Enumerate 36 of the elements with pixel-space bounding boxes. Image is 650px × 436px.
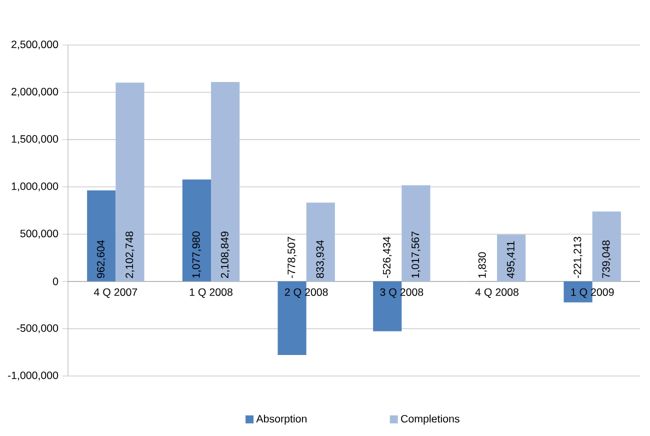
y-tick-label: 2,500,000 bbox=[12, 40, 58, 50]
bar bbox=[306, 202, 335, 282]
data-label: -778,507 bbox=[288, 236, 296, 278]
bar bbox=[211, 82, 240, 282]
data-label: -526,434 bbox=[382, 236, 392, 278]
legend-label: Absorption bbox=[256, 414, 306, 425]
y-tick-label: 2,000,000 bbox=[12, 88, 58, 97]
x-tick-label: 1 Q 2008 bbox=[190, 288, 232, 298]
data-label: 1,077,980 bbox=[192, 231, 202, 278]
data-label: 962,604 bbox=[96, 240, 106, 278]
bar bbox=[278, 281, 306, 356]
data-label: 1,017,567 bbox=[412, 232, 420, 278]
data-label: 2,108,849 bbox=[220, 232, 230, 278]
bar bbox=[497, 234, 526, 282]
y-tick-label: -1,000,000 bbox=[8, 372, 58, 380]
bar bbox=[116, 82, 144, 282]
y-tick-label: 500,000 bbox=[20, 230, 58, 239]
bar bbox=[373, 281, 402, 332]
y-tick-label: 0 bbox=[52, 278, 58, 286]
data-label: -221,213 bbox=[574, 236, 582, 278]
bar bbox=[87, 190, 116, 282]
bar bbox=[182, 179, 211, 282]
legend-label: Completions bbox=[401, 414, 460, 425]
y-tick-label: 1,000,000 bbox=[12, 182, 58, 192]
y-tick-label: 1,500,000 bbox=[12, 135, 58, 144]
data-label: 495,411 bbox=[506, 241, 516, 278]
y-tick-label: -500,000 bbox=[16, 324, 58, 334]
data-label: 833,934 bbox=[316, 240, 326, 278]
bar bbox=[564, 281, 592, 302]
data-label: 2,102,748 bbox=[126, 232, 134, 278]
data-label: 1,830 bbox=[478, 252, 488, 278]
x-tick-label: 4 Q 2007 bbox=[94, 288, 138, 298]
data-label: 739,048 bbox=[602, 240, 612, 278]
bar bbox=[402, 185, 430, 282]
x-tick-label: 4 Q 2008 bbox=[475, 288, 518, 298]
bar bbox=[592, 212, 621, 282]
